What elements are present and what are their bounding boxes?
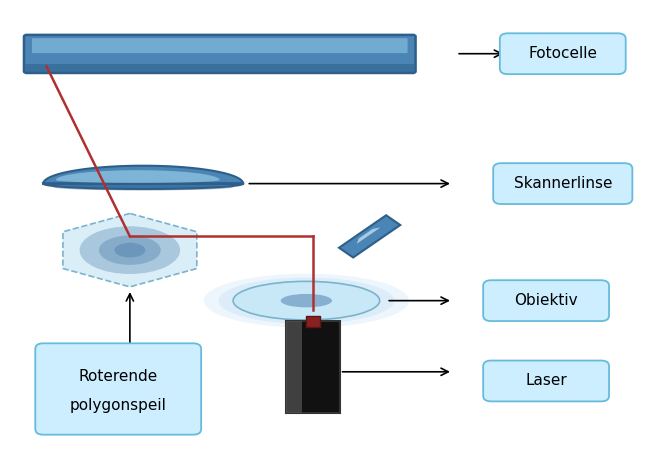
Text: Roterende: Roterende: [79, 369, 158, 385]
FancyBboxPatch shape: [32, 38, 408, 53]
FancyBboxPatch shape: [35, 343, 201, 435]
FancyBboxPatch shape: [493, 163, 632, 204]
Ellipse shape: [115, 243, 145, 257]
Polygon shape: [63, 213, 197, 287]
Ellipse shape: [204, 274, 409, 328]
FancyBboxPatch shape: [500, 34, 626, 74]
Ellipse shape: [53, 184, 233, 190]
Ellipse shape: [218, 278, 394, 324]
FancyBboxPatch shape: [286, 321, 340, 413]
Text: Skannerlinse: Skannerlinse: [513, 176, 612, 191]
Polygon shape: [56, 170, 220, 183]
Ellipse shape: [99, 235, 161, 265]
FancyBboxPatch shape: [306, 316, 320, 327]
FancyBboxPatch shape: [24, 35, 416, 73]
Text: Laser: Laser: [525, 374, 567, 388]
Polygon shape: [339, 215, 400, 257]
FancyBboxPatch shape: [483, 280, 609, 321]
Ellipse shape: [233, 281, 380, 320]
Text: polygonspeil: polygonspeil: [70, 397, 166, 413]
FancyBboxPatch shape: [25, 64, 414, 72]
Ellipse shape: [281, 294, 332, 308]
Polygon shape: [357, 228, 380, 244]
FancyBboxPatch shape: [286, 321, 302, 413]
Text: Fotocelle: Fotocelle: [528, 46, 597, 61]
FancyBboxPatch shape: [483, 361, 609, 401]
Polygon shape: [43, 166, 243, 189]
Ellipse shape: [80, 226, 180, 274]
Text: Obiektiv: Obiektiv: [514, 293, 578, 308]
